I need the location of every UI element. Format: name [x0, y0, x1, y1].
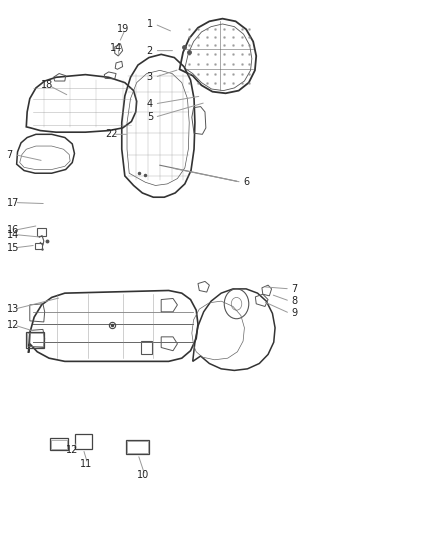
- Text: 1: 1: [147, 19, 153, 29]
- Text: 6: 6: [244, 177, 250, 187]
- Text: 7: 7: [292, 284, 298, 294]
- Text: 5: 5: [147, 112, 153, 122]
- Text: 8: 8: [292, 296, 298, 306]
- Text: 9: 9: [292, 309, 298, 318]
- Text: 19: 19: [117, 25, 130, 34]
- Text: 14: 14: [7, 230, 19, 239]
- Text: 10: 10: [137, 471, 149, 480]
- Text: 7: 7: [7, 150, 13, 159]
- Text: 3: 3: [147, 72, 153, 82]
- Text: 16: 16: [7, 225, 19, 235]
- Text: 22: 22: [105, 130, 118, 139]
- Text: 14: 14: [110, 43, 123, 53]
- Text: 15: 15: [7, 243, 19, 253]
- Text: 4: 4: [147, 99, 153, 109]
- Text: 11: 11: [80, 459, 92, 469]
- Text: 17: 17: [7, 198, 19, 207]
- Text: 18: 18: [41, 80, 53, 90]
- Text: 13: 13: [7, 304, 19, 314]
- Text: 2: 2: [147, 46, 153, 55]
- Text: 12: 12: [66, 446, 78, 455]
- Text: 12: 12: [7, 320, 19, 330]
